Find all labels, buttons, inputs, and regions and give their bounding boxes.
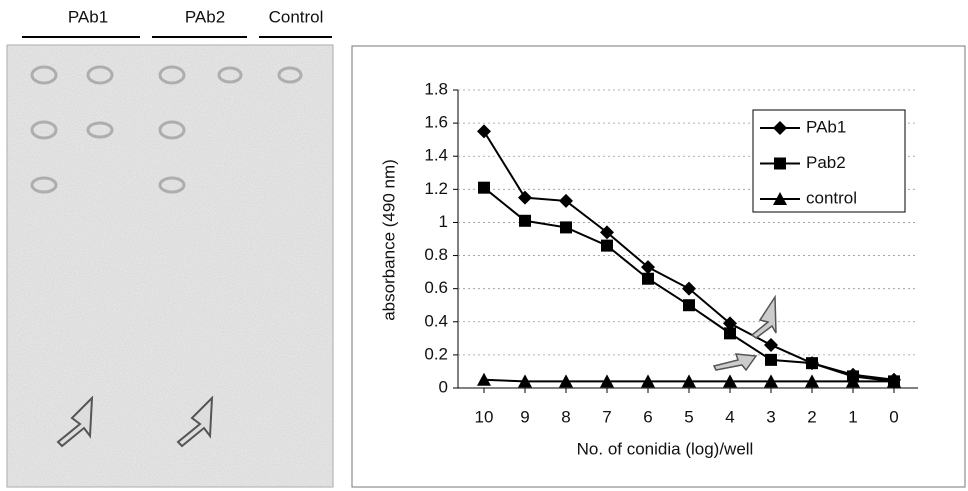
- marker: [642, 272, 654, 285]
- lane-label: PAb2: [185, 7, 225, 26]
- marker: [774, 157, 786, 170]
- x-tick-label: 4: [725, 407, 734, 426]
- marker: [600, 225, 614, 240]
- plate-labels: PAb1 PAb2 Control: [22, 7, 332, 38]
- marker: [518, 190, 532, 205]
- marker: [806, 357, 818, 370]
- y-tick-label: 1.2: [424, 179, 448, 198]
- y-axis-label: absorbance (490 nm): [379, 159, 398, 321]
- y-tick-label: 0.2: [424, 344, 448, 363]
- y-tick-label: 0.8: [424, 245, 448, 264]
- lane-label: PAb1: [68, 7, 108, 26]
- marker: [477, 124, 491, 139]
- marker: [519, 214, 531, 227]
- plot: [477, 124, 901, 388]
- y-tick-label: 0.4: [424, 311, 448, 330]
- marker: [600, 374, 614, 388]
- y-tick-label: 1.6: [424, 113, 448, 132]
- legend-label: Pab2: [806, 153, 846, 172]
- x-tick-label: 2: [807, 407, 816, 426]
- marker: [765, 353, 777, 366]
- marker: [559, 374, 573, 388]
- marker: [559, 193, 573, 208]
- marker: [477, 372, 491, 386]
- x-tick-label: 5: [684, 407, 693, 426]
- x-tick-label: 3: [766, 407, 775, 426]
- lane-label: Control: [269, 7, 324, 26]
- x-tick-label: 10: [475, 407, 494, 426]
- marker: [723, 374, 737, 388]
- x-tick-label: 0: [889, 407, 898, 426]
- marker: [683, 299, 695, 312]
- marker: [764, 337, 778, 352]
- y-tick-label: 1.8: [424, 79, 448, 98]
- y-tick-label: 0: [439, 377, 448, 396]
- marker: [805, 374, 819, 388]
- marker: [641, 374, 655, 388]
- legend: PAb1 Pab2 control: [752, 109, 906, 213]
- marker: [723, 316, 737, 331]
- legend-label: PAb1: [806, 117, 846, 136]
- x-tick-label: 1: [848, 407, 857, 426]
- x-tick-label: 8: [561, 407, 570, 426]
- marker: [478, 181, 490, 194]
- marker: [518, 374, 532, 388]
- plate-image: [6, 44, 334, 488]
- marker: [560, 221, 572, 234]
- marker: [641, 260, 655, 275]
- marker: [601, 239, 613, 252]
- marker: [773, 192, 787, 205]
- y-tick-label: 1: [439, 212, 448, 231]
- grid: 00.20.40.60.811.21.41.61.810 9 8 7 6 5 4 3 2 1 0: [424, 79, 918, 426]
- x-axis-label: No. of conidia (log)/well: [577, 439, 754, 458]
- x-tick-label: 9: [520, 407, 529, 426]
- y-tick-label: 0.6: [424, 278, 448, 297]
- x-tick-label: 6: [643, 407, 652, 426]
- marker: [724, 327, 736, 340]
- marker: [682, 374, 696, 388]
- marker: [764, 374, 778, 388]
- annotation-arrows: [712, 294, 777, 372]
- marker: [682, 281, 696, 296]
- marker: [846, 374, 860, 388]
- y-tick-label: 1.4: [424, 146, 448, 165]
- marker: [773, 121, 787, 135]
- marker: [887, 374, 901, 388]
- x-tick-label: 7: [602, 407, 611, 426]
- legend-label: control: [806, 188, 857, 207]
